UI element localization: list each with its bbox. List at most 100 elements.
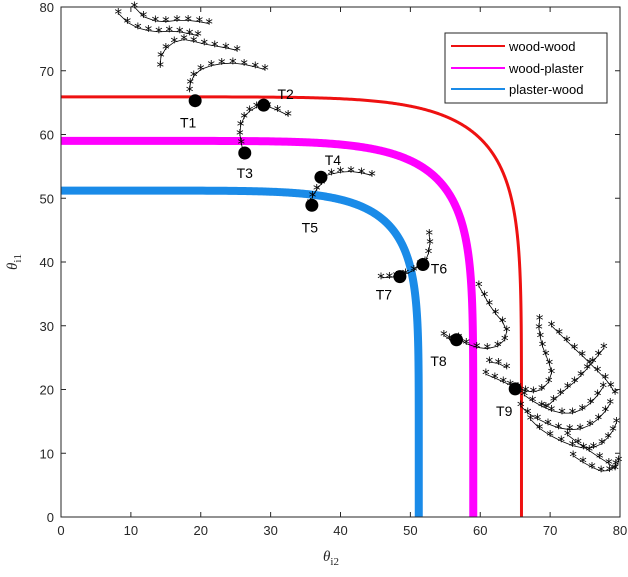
- legend: wood-wood wood-plaster plaster-wood: [444, 32, 608, 104]
- trajectory-line: [485, 373, 511, 386]
- trajectory-marker: *: [538, 381, 546, 399]
- trajectory-marker: *: [425, 226, 433, 244]
- trajectory-line: [572, 455, 617, 472]
- trajectory-marker: *: [481, 287, 489, 305]
- trajectory-marker: *: [222, 39, 230, 57]
- trajectory-marker: *: [482, 366, 490, 384]
- trajectory-line: [489, 361, 507, 369]
- trajectory-line: [458, 286, 508, 350]
- trajectory-marker: *: [284, 107, 292, 125]
- trajectory-marker: *: [368, 167, 376, 185]
- trajectory-marker: *: [252, 58, 260, 76]
- trajectory-marker: *: [131, 0, 139, 17]
- x-tick-label: 70: [543, 523, 557, 538]
- trajectory-marker: *: [558, 405, 566, 423]
- trajectory-line: [545, 347, 605, 408]
- point-marker-T8: [449, 333, 463, 347]
- trajectory-marker: *: [503, 322, 511, 340]
- trajectory-marker: *: [545, 373, 553, 391]
- trajectory-marker: *: [555, 419, 563, 437]
- curves-layer: [61, 95, 523, 517]
- trajectory-marker: *: [446, 331, 454, 349]
- trajectory-line: [530, 419, 617, 449]
- trajectory: ***: [486, 354, 511, 378]
- trajectory-marker: *: [197, 61, 205, 79]
- trajectory-marker: *: [576, 421, 584, 439]
- trajectory-marker: *: [569, 437, 577, 455]
- series-line-plaster-wood: [61, 186, 423, 517]
- trajectory-marker: *: [140, 8, 148, 26]
- series-line-wood-plaster: [61, 136, 478, 517]
- trajectory-marker: *: [240, 56, 248, 74]
- x-tick-label: 80: [613, 523, 627, 538]
- trajectory-marker: *: [580, 440, 588, 458]
- x-axis-label: θi2: [323, 549, 339, 568]
- trajectory-marker: *: [571, 340, 579, 358]
- trajectory-marker: *: [318, 175, 326, 193]
- trajectory-line: [118, 13, 199, 37]
- points-layer: T1 T2 T3 T4 T5 T6 T7 T8 T9: [180, 86, 522, 419]
- trajectory-marker: *: [583, 360, 591, 378]
- y-tick-label: 50: [40, 191, 54, 206]
- trajectory-line: [267, 106, 289, 116]
- trajectory-marker: *: [162, 40, 170, 58]
- point-marker-T2: [257, 98, 271, 112]
- trajectory-marker: *: [233, 42, 241, 60]
- trajectory-marker: *: [194, 27, 202, 45]
- trajectory-marker: *: [162, 13, 170, 31]
- point-marker-T1: [188, 94, 202, 108]
- trajectory-marker: *: [134, 20, 142, 38]
- trajectory-marker: *: [236, 126, 244, 144]
- trajectory-marker: *: [190, 33, 198, 51]
- trajectory-marker: *: [586, 442, 594, 460]
- trajectory-marker: *: [152, 13, 160, 31]
- trajectory-marker: *: [313, 181, 321, 199]
- point-label-T1: T1: [180, 115, 197, 131]
- x-tick-label: 30: [263, 523, 277, 538]
- point-label-T8: T8: [430, 353, 447, 369]
- trajectory-marker: *: [522, 382, 530, 400]
- trajectory-line: [520, 403, 611, 431]
- y-tick-label: 20: [40, 383, 54, 398]
- trajectory-marker: *: [535, 320, 543, 338]
- y-tick-label: 40: [40, 255, 54, 270]
- trajectory-marker: *: [170, 34, 178, 52]
- trajectory: ***********: [527, 411, 621, 458]
- trajectory-marker: *: [586, 417, 594, 435]
- y-tick-label: 80: [40, 0, 54, 15]
- x-tick-label: 0: [57, 523, 64, 538]
- trajectory-marker: *: [530, 384, 538, 402]
- trajectory-marker: *: [207, 57, 215, 75]
- trajectory-marker: *: [475, 278, 483, 296]
- trajectory-marker: *: [548, 317, 556, 335]
- trajectory-marker: *: [598, 435, 606, 453]
- trajectory-marker: *: [566, 421, 574, 439]
- trajectory-marker: *: [615, 452, 623, 470]
- trajectory-marker: *: [218, 55, 226, 73]
- trajectory-marker: *: [205, 15, 213, 33]
- trajectory-marker: *: [557, 385, 565, 403]
- trajectory-marker: *: [309, 188, 317, 206]
- trajectory-marker: *: [386, 269, 394, 287]
- trajectory-marker: *: [597, 463, 605, 481]
- trajectory-marker: *: [211, 37, 219, 55]
- trajectory-marker: *: [157, 48, 165, 66]
- x-tick-label: 60: [473, 523, 487, 538]
- trajectory-marker: *: [440, 327, 448, 345]
- trajectory-marker: *: [579, 401, 587, 419]
- point-label-T5: T5: [302, 219, 319, 235]
- trajectory-marker: *: [605, 455, 613, 473]
- trajectory-line: [239, 106, 257, 153]
- trajectory-marker: *: [537, 329, 545, 347]
- trajectory-marker: *: [155, 23, 163, 41]
- point-marker-T9: [508, 382, 522, 396]
- trajectory-marker: *: [328, 166, 336, 184]
- trajectory-marker: *: [494, 338, 502, 356]
- trajectory-marker: *: [115, 5, 123, 23]
- trajectory-marker: *: [176, 23, 184, 41]
- trajectory-marker: *: [166, 23, 174, 41]
- y-tick-label: 30: [40, 319, 54, 334]
- trajectory-marker: *: [529, 392, 537, 410]
- trajectory-marker: *: [544, 415, 552, 433]
- trajectory: **********: [548, 317, 620, 403]
